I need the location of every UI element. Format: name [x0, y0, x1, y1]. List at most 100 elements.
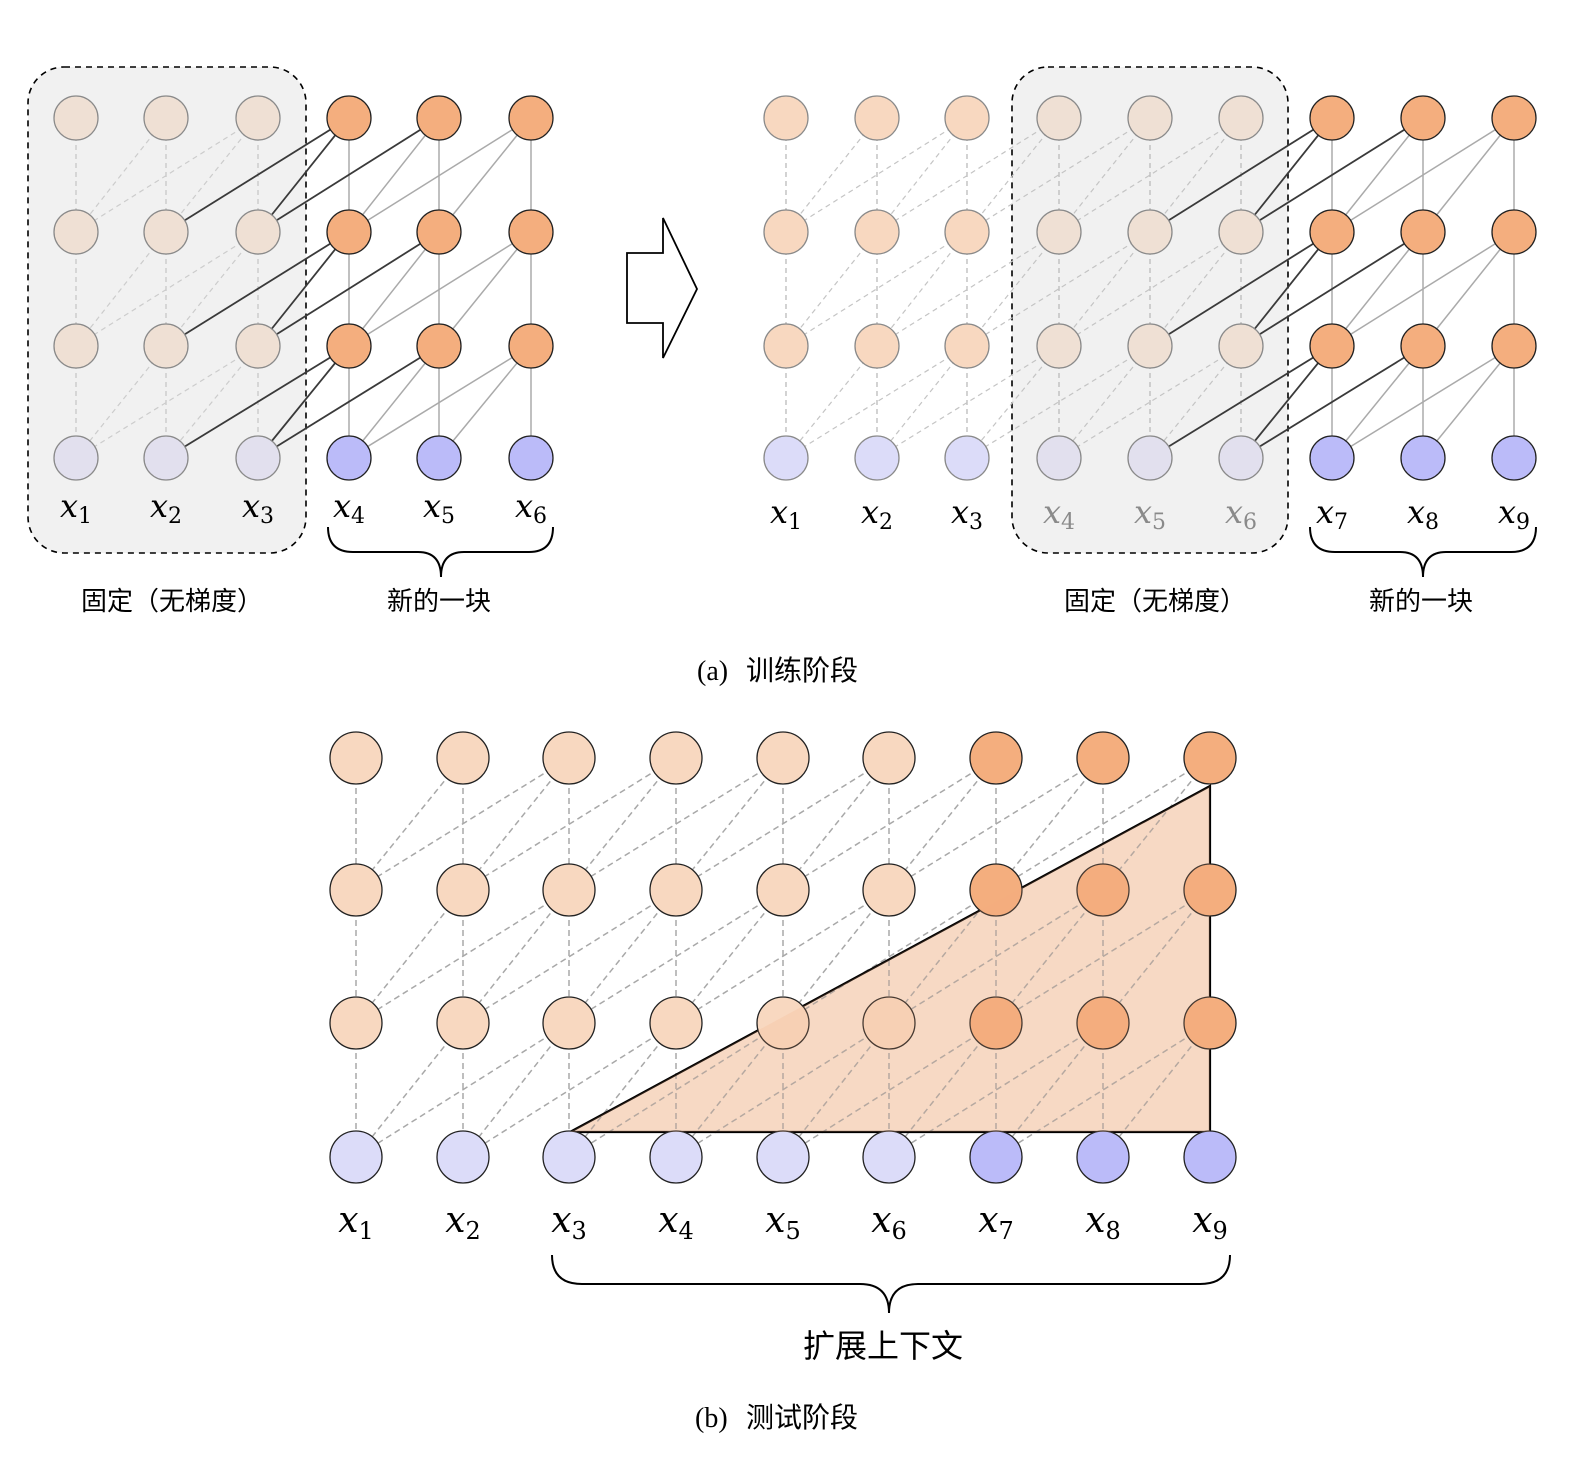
connection-edge: [257, 231, 350, 347]
token-node: [763, 323, 809, 369]
token-node: [508, 435, 554, 481]
token-node: [542, 731, 596, 785]
connection-edge: [888, 1022, 997, 1158]
connection-edge: [966, 345, 1060, 459]
connection-edge: [876, 231, 968, 347]
connection-edge: [1331, 231, 1424, 347]
arrow-right-icon: [626, 217, 699, 359]
connection-edge: [675, 757, 784, 891]
connection-edge: [888, 889, 1104, 1024]
connection-edge: [888, 757, 1104, 891]
connection-edge: [1331, 345, 1424, 459]
connection-edge: [675, 757, 890, 891]
connection-edge: [876, 117, 968, 233]
connection-edge: [995, 889, 1211, 1024]
connection-edge: [1149, 117, 1242, 233]
token-node: [143, 95, 189, 141]
connection-edge: [782, 757, 997, 891]
token-node: [329, 863, 383, 917]
token-node: [1183, 731, 1237, 785]
connection-edge: [355, 1022, 570, 1158]
connection-edge: [1422, 345, 1515, 459]
token-node: [763, 95, 809, 141]
frozen-label: 固定（无梯度）: [81, 587, 263, 617]
connection-edge: [1149, 231, 1333, 347]
brace-extended-context: [551, 1254, 1231, 1314]
brace-new-block: [1309, 526, 1537, 578]
connection-edge: [257, 117, 440, 233]
token-label: x2: [861, 493, 893, 535]
token-node: [944, 95, 990, 141]
token-node: [326, 209, 372, 255]
connection-edge: [165, 345, 259, 459]
connection-edge: [462, 757, 570, 891]
connection-edge: [462, 1022, 570, 1158]
connection-edge: [348, 345, 532, 459]
connection-edge: [1058, 345, 1151, 459]
token-label: x8: [1085, 1200, 1121, 1245]
token-node: [1127, 95, 1173, 141]
connection-edge: [782, 889, 997, 1024]
token-node: [756, 863, 810, 917]
connection-edge: [1240, 117, 1424, 233]
token-label: x3: [242, 487, 274, 529]
token-node: [235, 209, 281, 255]
token-node: [944, 323, 990, 369]
token-node: [416, 323, 462, 369]
token-node: [542, 996, 596, 1050]
connection-edge: [568, 757, 784, 891]
token-node: [508, 323, 554, 369]
nodes-training-right: [763, 95, 1537, 481]
token-node: [143, 323, 189, 369]
token-node: [756, 1130, 810, 1184]
token-node: [1076, 863, 1130, 917]
connection-edge: [568, 1022, 784, 1158]
token-node: [1218, 209, 1264, 255]
connection-edge: [257, 231, 440, 347]
token-label: x7: [978, 1200, 1014, 1245]
connection-edge: [785, 345, 878, 459]
token-node: [436, 1130, 490, 1184]
token-node: [1183, 1130, 1237, 1184]
token-node: [1127, 323, 1173, 369]
connection-edge: [995, 1022, 1211, 1158]
token-label: x5: [1134, 493, 1166, 535]
connection-edge: [348, 117, 532, 233]
connection-edge: [438, 231, 532, 347]
token-node: [542, 1130, 596, 1184]
connection-edge: [462, 889, 677, 1024]
token-node: [756, 731, 810, 785]
connection-edge: [1149, 345, 1242, 459]
token-node: [508, 209, 554, 255]
connection-edge: [257, 345, 440, 459]
token-node: [1491, 209, 1537, 255]
token-node: [1183, 996, 1237, 1050]
token-node: [1127, 209, 1173, 255]
caption-a: 训练阶段: [746, 654, 858, 687]
connection-edge: [438, 345, 532, 459]
token-node: [1491, 435, 1537, 481]
token-node: [1218, 435, 1264, 481]
token-node: [969, 863, 1023, 917]
token-node: [649, 1130, 703, 1184]
token-node: [649, 996, 703, 1050]
connection-edge: [1149, 345, 1333, 459]
connection-edge: [995, 757, 1104, 891]
connection-edge: [782, 889, 890, 1024]
token-node: [1400, 209, 1446, 255]
token-node: [1400, 95, 1446, 141]
token-label: x6: [1225, 493, 1257, 535]
token-node: [1036, 95, 1082, 141]
connection-edge: [75, 117, 167, 233]
connection-edge: [348, 231, 532, 347]
token-node: [1400, 323, 1446, 369]
token-node: [436, 863, 490, 917]
nodes-testing: [329, 731, 1237, 1184]
token-node: [53, 209, 99, 255]
token-node: [1309, 95, 1355, 141]
token-label: x3: [951, 493, 983, 535]
extended-context-label: 扩展上下文: [803, 1327, 963, 1365]
token-node: [854, 95, 900, 141]
token-node: [53, 95, 99, 141]
token-node: [944, 435, 990, 481]
